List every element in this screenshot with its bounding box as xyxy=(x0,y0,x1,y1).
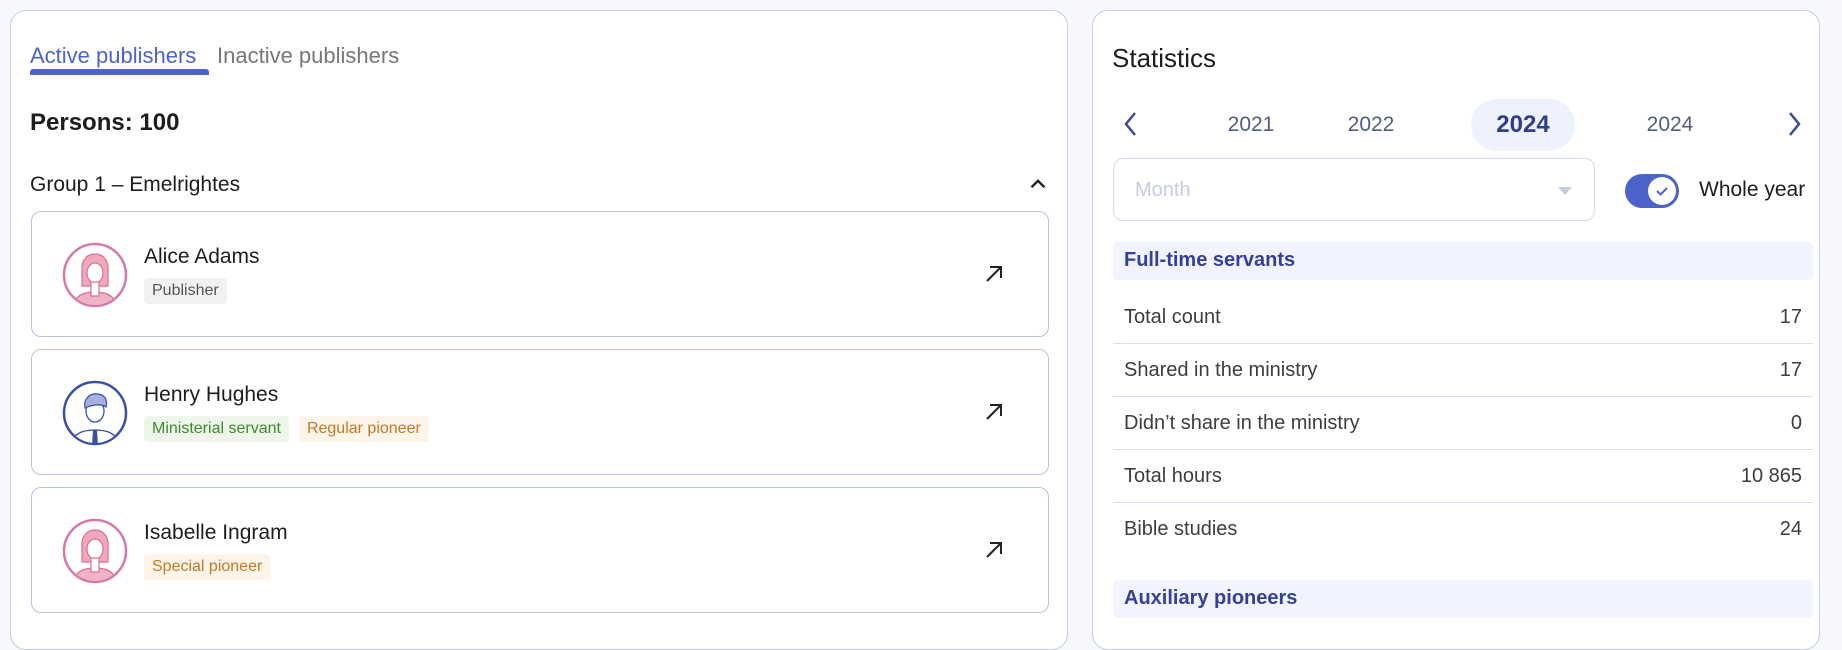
open-arrow-icon[interactable] xyxy=(982,538,1006,562)
publisher-card[interactable]: Isabelle Ingram Special pioneer xyxy=(31,487,1049,613)
stat-row: Total count 17 xyxy=(1113,291,1813,344)
publishers-panel: Active publishers Inactive publishers Pe… xyxy=(10,10,1068,650)
year-option-selected[interactable]: 2024 xyxy=(1471,99,1575,151)
role-tags: Publisher xyxy=(144,278,227,304)
whole-year-label: Whole year xyxy=(1699,178,1806,201)
stat-row: Bible studies 24 xyxy=(1113,503,1813,556)
publisher-card[interactable]: Henry Hughes Ministerial servant Regular … xyxy=(31,349,1049,475)
whole-year-toggle[interactable] xyxy=(1625,174,1679,208)
stat-value: 10 865 xyxy=(1740,464,1802,487)
publisher-name: Henry Hughes xyxy=(144,383,279,406)
stat-label: Total count xyxy=(1124,305,1221,328)
caret-down-icon xyxy=(1558,187,1572,195)
stat-label: Total hours xyxy=(1124,464,1222,487)
stat-row: Didn’t share in the ministry 0 xyxy=(1113,397,1813,450)
year-option[interactable]: 2021 xyxy=(1227,113,1275,136)
stat-value: 0 xyxy=(1790,411,1802,434)
publisher-card[interactable]: Alice Adams Publisher xyxy=(31,211,1049,337)
publisher-name: Alice Adams xyxy=(144,245,260,268)
role-tag: Publisher xyxy=(144,278,227,304)
role-tags: Special pioneer xyxy=(144,554,271,580)
chevron-right-icon[interactable] xyxy=(1783,109,1805,139)
stat-row: Shared in the ministry 17 xyxy=(1113,344,1813,397)
female-avatar-icon xyxy=(62,242,128,308)
chevron-up-icon[interactable] xyxy=(1025,171,1051,197)
tab-inactive-publishers[interactable]: Inactive publishers xyxy=(217,43,400,68)
female-avatar-icon xyxy=(62,518,128,584)
persons-count: Persons: 100 xyxy=(30,109,180,136)
section-auxiliary-pioneers: Auxiliary pioneers xyxy=(1113,580,1813,618)
role-tags: Ministerial servant Regular pioneer xyxy=(144,416,429,442)
year-option[interactable]: 2024 xyxy=(1646,113,1694,136)
open-arrow-icon[interactable] xyxy=(982,400,1006,424)
role-tag: Ministerial servant xyxy=(144,416,289,442)
stat-label: Bible studies xyxy=(1124,518,1238,540)
active-tab-indicator xyxy=(30,69,209,75)
check-icon xyxy=(1656,187,1668,196)
role-tag: Special pioneer xyxy=(144,554,271,580)
year-option[interactable]: 2022 xyxy=(1347,113,1395,136)
publisher-name: Isabelle Ingram xyxy=(144,521,288,544)
month-select[interactable]: Month xyxy=(1113,158,1595,221)
open-arrow-icon[interactable] xyxy=(982,262,1006,286)
stat-value: 24 xyxy=(1779,518,1802,540)
tab-active-publishers[interactable]: Active publishers xyxy=(30,43,197,68)
stat-row: Total hours 10 865 xyxy=(1113,450,1813,503)
male-avatar-icon xyxy=(62,380,128,446)
group-header[interactable]: Group 1 – Emelrightes xyxy=(30,173,241,196)
statistics-title: Statistics xyxy=(1112,43,1217,73)
stat-value: 17 xyxy=(1779,305,1802,328)
section-full-time-servants: Full-time servants xyxy=(1113,242,1813,280)
stat-label: Shared in the ministry xyxy=(1124,358,1318,381)
role-tag: Regular pioneer xyxy=(298,416,429,442)
chevron-left-icon[interactable] xyxy=(1120,109,1142,139)
stat-label: Didn’t share in the ministry xyxy=(1124,411,1360,434)
statistics-panel: Statistics 2021 2022 2024 2024 Month Who… xyxy=(1092,10,1820,650)
stat-value: 17 xyxy=(1779,358,1802,381)
month-placeholder: Month xyxy=(1135,179,1191,201)
